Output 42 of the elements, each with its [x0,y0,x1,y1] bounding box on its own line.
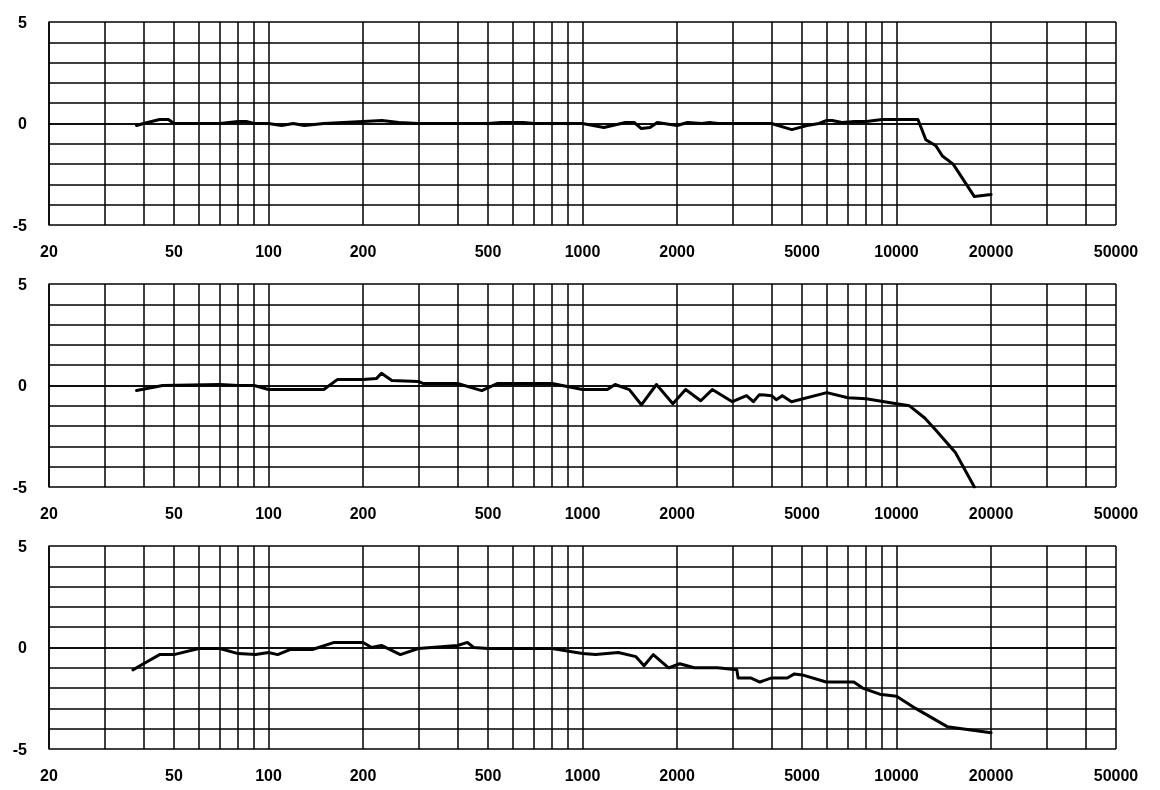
x-tick-label: 1000 [564,504,601,522]
x-tick-label: 1000 [564,242,601,260]
x-tick-label: 2000 [659,504,695,522]
x-tick-label: 20000 [968,242,1014,260]
x-tick-label: 100 [255,242,282,260]
x-tick-label: 200 [349,766,377,784]
x-tick-label: 20 [40,766,58,784]
x-tick-label: 200 [349,504,377,522]
y-tick-label: 0 [18,115,28,132]
y-tick-label: 5 [18,275,28,293]
y-tick-label: -5 [12,740,28,758]
x-tick-label: 500 [474,242,502,260]
y-tick-label: 0 [18,377,28,394]
y-tick-label: 0 [18,639,28,656]
x-tick-label: 5000 [784,504,820,522]
x-tick-label: 2000 [659,242,695,260]
x-tick-label: 50 [165,766,183,784]
x-tick-label: 20 [40,242,58,260]
y-tick-label: 5 [18,537,28,555]
x-tick-label: 20000 [968,504,1014,522]
x-tick-label: 50 [165,504,183,522]
x-tick-label: 500 [474,766,502,784]
y-tick-label: 5 [18,13,28,31]
x-tick-label: 100 [255,504,282,522]
x-tick-label: 10000 [874,504,919,522]
x-tick-label: 5000 [784,766,820,784]
x-tick-label: 10000 [874,242,919,260]
x-tick-label: 1000 [564,766,601,784]
x-tick-label: 500 [474,504,502,522]
x-tick-label: 50 [165,242,183,260]
x-tick-label: 2000 [659,766,695,784]
x-tick-label: 50000 [1093,242,1139,260]
x-tick-label: 100 [255,766,282,784]
x-tick-label: 50000 [1093,766,1139,784]
x-tick-label: 5000 [784,242,820,260]
x-tick-label: 200 [349,242,377,260]
y-tick-label: -5 [12,478,28,496]
x-tick-label: 10000 [874,766,919,784]
x-tick-label: 50000 [1093,504,1139,522]
x-tick-label: 20000 [968,766,1014,784]
x-tick-label: 20 [40,504,58,522]
y-tick-label: -5 [12,216,28,234]
